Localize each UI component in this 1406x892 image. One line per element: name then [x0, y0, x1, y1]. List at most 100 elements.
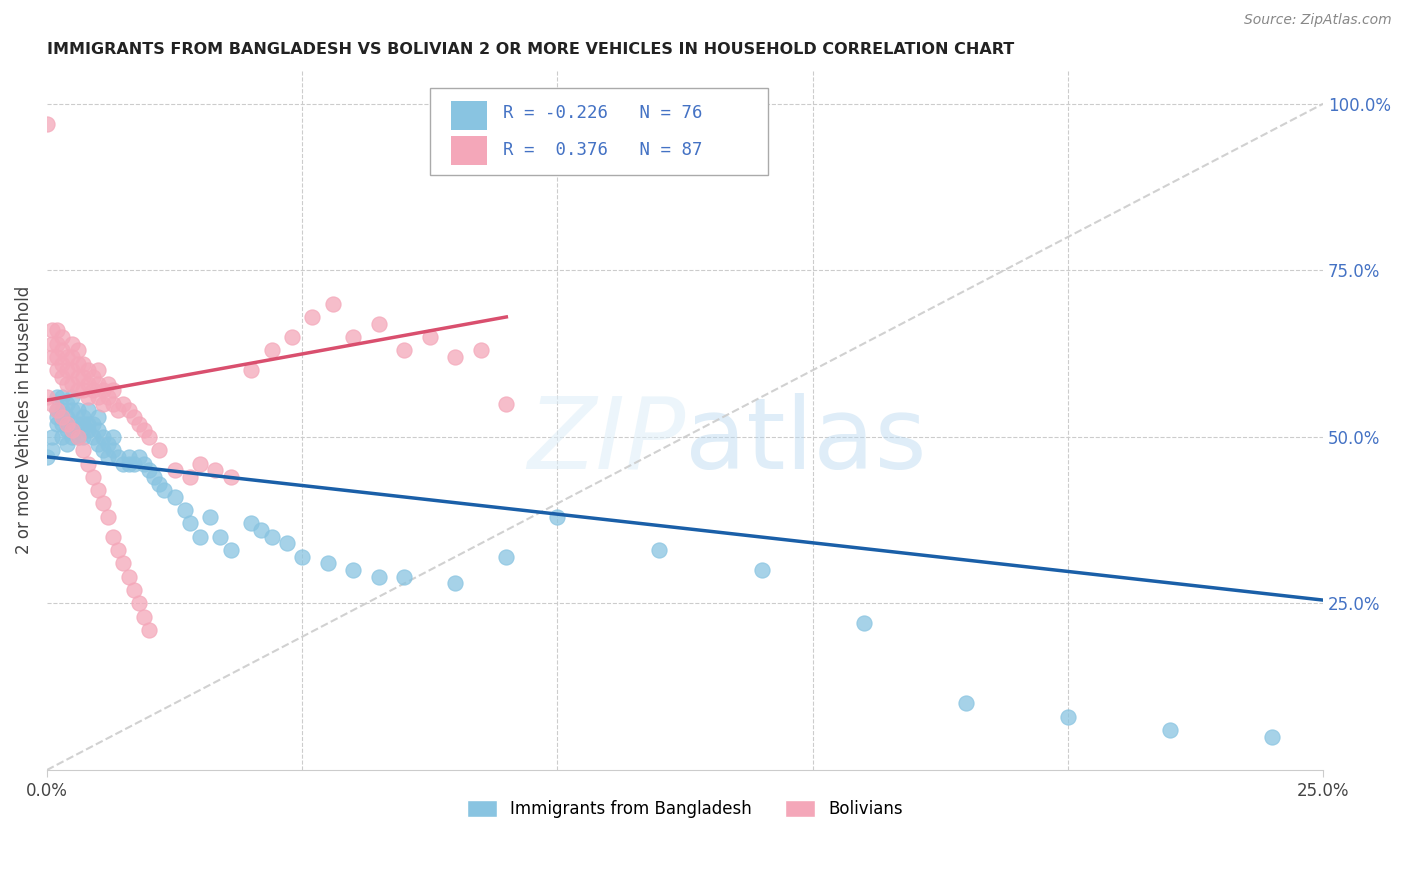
Point — [91, 443, 114, 458]
Point — [291, 549, 314, 564]
Point — [66, 417, 89, 431]
Point — [138, 463, 160, 477]
Point — [132, 423, 155, 437]
Point — [51, 403, 73, 417]
Point — [35, 450, 58, 464]
Point — [51, 330, 73, 344]
Point — [46, 323, 69, 337]
Point — [394, 570, 416, 584]
Point — [51, 430, 73, 444]
Point — [87, 363, 110, 377]
Point — [66, 357, 89, 371]
Point — [394, 343, 416, 358]
Point — [852, 616, 875, 631]
Point — [66, 383, 89, 397]
Point — [62, 403, 84, 417]
Point — [153, 483, 176, 498]
Point — [56, 376, 79, 391]
Point — [76, 457, 98, 471]
Point — [1159, 723, 1181, 737]
Point — [107, 450, 129, 464]
Point — [82, 430, 104, 444]
Point — [367, 570, 389, 584]
Point — [82, 383, 104, 397]
Point — [112, 557, 135, 571]
Point — [955, 697, 977, 711]
Point — [41, 443, 63, 458]
Point — [62, 430, 84, 444]
Point — [419, 330, 441, 344]
Point — [76, 417, 98, 431]
Point — [138, 430, 160, 444]
Point — [122, 409, 145, 424]
Point — [163, 490, 186, 504]
Point — [66, 430, 89, 444]
Point — [76, 376, 98, 391]
Point — [188, 530, 211, 544]
Point — [56, 396, 79, 410]
Bar — [451, 101, 488, 130]
Point — [35, 390, 58, 404]
Point — [62, 417, 84, 431]
Point — [143, 470, 166, 484]
Point — [103, 530, 125, 544]
Point — [72, 417, 94, 431]
Point — [128, 417, 150, 431]
Point — [103, 430, 125, 444]
Point — [66, 343, 89, 358]
Point — [82, 417, 104, 431]
Point — [76, 363, 98, 377]
Point — [51, 390, 73, 404]
Point — [87, 390, 110, 404]
Point — [51, 370, 73, 384]
Point — [209, 530, 232, 544]
Point — [51, 357, 73, 371]
Point — [250, 523, 273, 537]
Point — [219, 543, 242, 558]
Point — [97, 436, 120, 450]
Point — [138, 623, 160, 637]
Point — [97, 390, 120, 404]
Point — [342, 563, 364, 577]
Point — [56, 423, 79, 437]
Point — [35, 117, 58, 131]
Point — [97, 509, 120, 524]
Point — [62, 390, 84, 404]
Point — [1057, 709, 1080, 723]
Point — [46, 403, 69, 417]
Point — [56, 409, 79, 424]
Point — [751, 563, 773, 577]
Point — [56, 363, 79, 377]
Point — [72, 443, 94, 458]
Point — [41, 350, 63, 364]
Point — [97, 450, 120, 464]
Point — [46, 409, 69, 424]
Point — [62, 376, 84, 391]
Point — [76, 390, 98, 404]
Point — [97, 376, 120, 391]
Point — [470, 343, 492, 358]
Point — [444, 350, 467, 364]
Point — [367, 317, 389, 331]
Point — [62, 336, 84, 351]
Point — [128, 596, 150, 610]
Text: R = -0.226   N = 76: R = -0.226 N = 76 — [502, 104, 702, 122]
Point — [132, 609, 155, 624]
Point — [495, 549, 517, 564]
Point — [148, 476, 170, 491]
Point — [132, 457, 155, 471]
Text: atlas: atlas — [685, 392, 927, 490]
Point — [240, 516, 263, 531]
Point — [112, 457, 135, 471]
Point — [117, 570, 139, 584]
Point — [41, 430, 63, 444]
Point — [91, 396, 114, 410]
Point — [188, 457, 211, 471]
Point — [56, 436, 79, 450]
Point — [51, 343, 73, 358]
Point — [66, 403, 89, 417]
Point — [87, 423, 110, 437]
Point — [107, 543, 129, 558]
Point — [87, 409, 110, 424]
Point — [648, 543, 671, 558]
